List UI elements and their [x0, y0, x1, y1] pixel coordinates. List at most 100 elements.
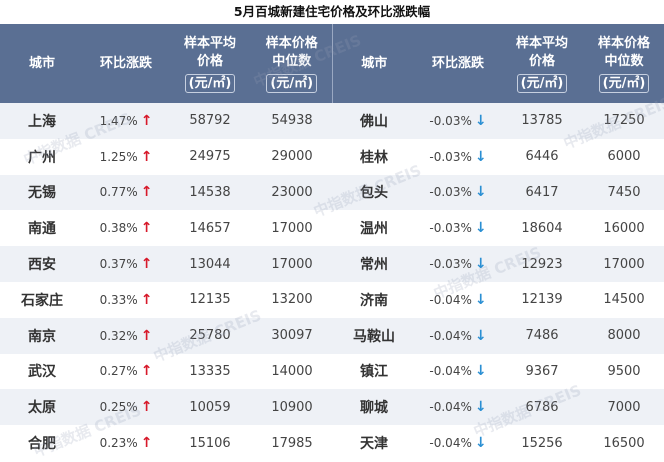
table-row: 上海 1.47% ↑ 58792 54938 佛山 -0.03% ↓ 13785 17250: [0, 103, 664, 139]
change-value: 0.37%: [99, 257, 138, 272]
city-cell: 西安: [0, 246, 84, 282]
city-cell: 温州: [332, 210, 416, 247]
header-avg-price-right: 样本平均 价格 (元/㎡): [500, 24, 584, 103]
city-cell: 广州: [0, 138, 84, 175]
median-price-cell: 16500: [584, 425, 664, 461]
header-median-line1: 样本价格: [265, 35, 318, 51]
change-cell: -0.03% ↓: [416, 246, 500, 282]
city-cell: 南通: [0, 210, 84, 247]
arrow-down-icon: ↓: [474, 327, 487, 344]
avg-price-cell: 13335: [168, 353, 252, 390]
city-cell: 桂林: [332, 138, 416, 175]
arrow-down-icon: ↓: [474, 220, 487, 237]
city-cell: 合肥: [0, 425, 84, 461]
avg-price-cell: 6417: [500, 174, 584, 211]
header-median-line2: 中位数: [272, 53, 312, 69]
header-avg-line1-right: 样本平均: [515, 35, 568, 51]
arrow-up-icon: ↑: [140, 327, 153, 344]
avg-price-cell: 7486: [500, 317, 584, 354]
header-change-right: 环比涨跌: [416, 24, 500, 103]
header-change: 环比涨跌: [84, 24, 168, 103]
header-avg-unit: (元/㎡): [184, 73, 236, 93]
change-value: -0.04%: [429, 436, 472, 451]
change-cell: -0.03% ↓: [416, 174, 500, 211]
median-price-cell: 17985: [252, 425, 332, 461]
change-value: 0.23%: [99, 436, 138, 451]
arrow-up-icon: ↑: [140, 435, 153, 452]
median-price-cell: 13200: [252, 281, 332, 318]
change-cell: -0.04% ↓: [416, 317, 500, 354]
header-city-right: 城市: [332, 24, 416, 103]
median-price-cell: 17000: [252, 246, 332, 282]
change-cell: -0.03% ↓: [416, 210, 500, 247]
change-cell: 1.25% ↑: [84, 138, 168, 175]
change-cell: -0.04% ↓: [416, 425, 500, 461]
avg-price-cell: 15106: [168, 425, 252, 461]
median-price-cell: 9500: [584, 353, 664, 390]
header-city: 城市: [0, 24, 84, 103]
median-price-cell: 54938: [252, 103, 332, 139]
city-cell: 包头: [332, 174, 416, 211]
arrow-up-icon: ↑: [140, 291, 153, 308]
avg-price-cell: 24975: [168, 138, 252, 175]
table-row: 太原 0.25% ↑ 10059 10900 聊城 -0.04% ↓ 6786 7000: [0, 389, 664, 426]
change-value: -0.04%: [429, 364, 472, 379]
header-median-line2-right: 中位数: [604, 53, 644, 69]
header-avg-line1: 样本平均: [183, 35, 236, 51]
city-cell: 佛山: [332, 103, 416, 139]
median-price-cell: 29000: [252, 138, 332, 175]
header-median-unit: (元/㎡): [266, 73, 318, 93]
city-cell: 太原: [0, 389, 84, 426]
table-row: 石家庄 0.33% ↑ 12135 13200 济南 -0.04% ↓ 12139 14500: [0, 281, 664, 318]
median-price-cell: 30097: [252, 317, 332, 354]
change-cell: 0.77% ↑: [84, 174, 168, 211]
change-value: 0.32%: [99, 328, 138, 343]
city-cell: 马鞍山: [332, 317, 416, 354]
change-cell: 0.38% ↑: [84, 210, 168, 247]
change-value: 0.38%: [99, 221, 138, 236]
median-price-cell: 23000: [252, 174, 332, 211]
city-cell: 无锡: [0, 174, 84, 211]
avg-price-cell: 13044: [168, 246, 252, 282]
median-price-cell: 14500: [584, 281, 664, 318]
city-cell: 天津: [332, 425, 416, 461]
city-cell: 济南: [332, 281, 416, 318]
avg-price-cell: 14538: [168, 174, 252, 211]
city-cell: 南京: [0, 317, 84, 354]
change-value: 0.25%: [99, 400, 138, 415]
arrow-up-icon: ↑: [140, 363, 153, 380]
change-cell: -0.04% ↓: [416, 353, 500, 390]
median-price-cell: 7450: [584, 174, 664, 211]
arrow-up-icon: ↑: [140, 256, 153, 273]
arrow-up-icon: ↑: [140, 184, 153, 201]
avg-price-cell: 18604: [500, 210, 584, 247]
change-cell: -0.03% ↓: [416, 138, 500, 175]
median-price-cell: 16000: [584, 210, 664, 247]
change-value: 0.77%: [99, 185, 138, 200]
city-cell: 聊城: [332, 389, 416, 426]
median-price-cell: 17250: [584, 103, 664, 139]
table-row: 合肥 0.23% ↑ 15106 17985 天津 -0.04% ↓ 15256 16500: [0, 425, 664, 461]
header-avg-unit-right: (元/㎡): [516, 73, 568, 93]
change-value: -0.04%: [429, 328, 472, 343]
table-row: 南通 0.38% ↑ 14657 17000 温州 -0.03% ↓ 18604 16000: [0, 210, 664, 247]
arrow-down-icon: ↓: [474, 363, 487, 380]
change-cell: 0.23% ↑: [84, 425, 168, 461]
header-median-unit-right: (元/㎡): [598, 73, 650, 93]
table-row: 广州 1.25% ↑ 24975 29000 桂林 -0.03% ↓ 6446 6000: [0, 138, 664, 175]
median-price-cell: 17000: [252, 210, 332, 247]
change-value: -0.03%: [429, 257, 472, 272]
change-value: 0.27%: [99, 364, 138, 379]
table-row: 西安 0.37% ↑ 13044 17000 常州 -0.03% ↓ 12923 17000: [0, 246, 664, 282]
header-median-line1-right: 样本价格: [597, 35, 650, 51]
header-median-price-right: 样本价格 中位数 (元/㎡): [584, 24, 664, 103]
median-price-cell: 8000: [584, 317, 664, 354]
change-cell: 0.33% ↑: [84, 281, 168, 318]
city-cell: 石家庄: [0, 281, 84, 318]
arrow-up-icon: ↑: [140, 220, 153, 237]
change-cell: 0.27% ↑: [84, 353, 168, 390]
arrow-down-icon: ↓: [474, 256, 487, 273]
avg-price-cell: 6786: [500, 389, 584, 426]
header-avg-line2: 价格: [196, 53, 223, 69]
arrow-up-icon: ↑: [140, 112, 153, 129]
